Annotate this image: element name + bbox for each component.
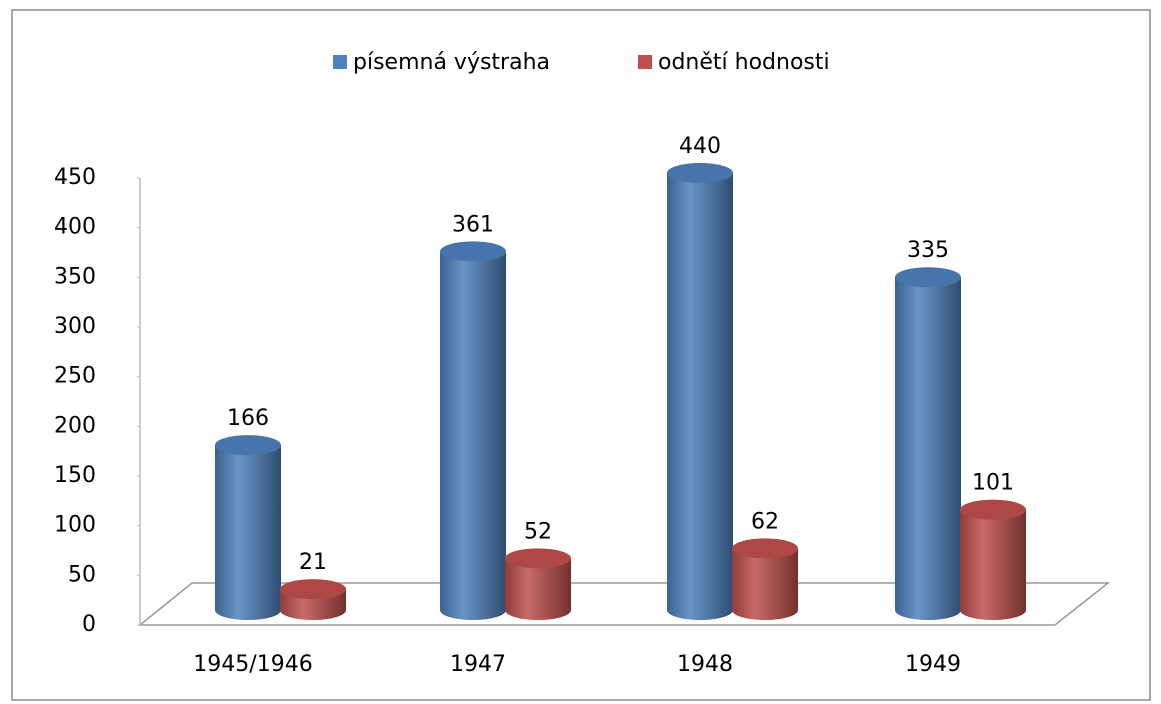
bar [440,251,506,620]
bar-top [440,241,506,262]
x-tick-label: 1947 [450,652,506,677]
x-tick-label: 1949 [905,652,961,677]
y-tick-label: 300 [54,314,96,339]
bar-top [732,538,798,559]
bar-top [215,435,281,456]
value-label: 335 [907,238,949,263]
bar [505,558,571,620]
bar-top [667,162,733,183]
bar [215,445,281,620]
legend-label: písemná výstraha [353,50,550,75]
y-tick-label: 250 [54,364,96,389]
x-tick-label: 1945/1946 [193,652,312,677]
y-tick-label: 150 [54,463,96,488]
bar-top [895,267,961,288]
legend-swatch [638,55,652,69]
y-tick-label: 450 [54,165,96,190]
y-tick-label: 200 [54,413,96,438]
value-label: 62 [751,509,779,534]
value-label: 101 [972,471,1014,496]
bar-top [960,499,1026,520]
y-tick-label: 350 [54,264,96,289]
y-tick-label: 100 [54,513,96,538]
floor [137,582,1111,626]
bar [732,548,798,620]
bar-top [280,579,346,600]
legend-swatch [333,55,347,69]
x-tick-label: 1948 [677,652,733,677]
value-label: 21 [299,550,327,575]
value-label: 440 [679,134,721,159]
value-label: 166 [227,406,269,431]
bar [667,172,733,620]
y-tick-label: 400 [54,215,96,240]
value-label: 52 [524,519,552,544]
bar [960,509,1026,620]
y-tick-label: 0 [82,612,96,637]
y-tick-label: 50 [68,562,96,587]
bar [895,277,961,620]
value-label: 361 [452,212,494,237]
legend-label: odnětí hodnosti [658,50,830,75]
bar-top [505,548,571,569]
